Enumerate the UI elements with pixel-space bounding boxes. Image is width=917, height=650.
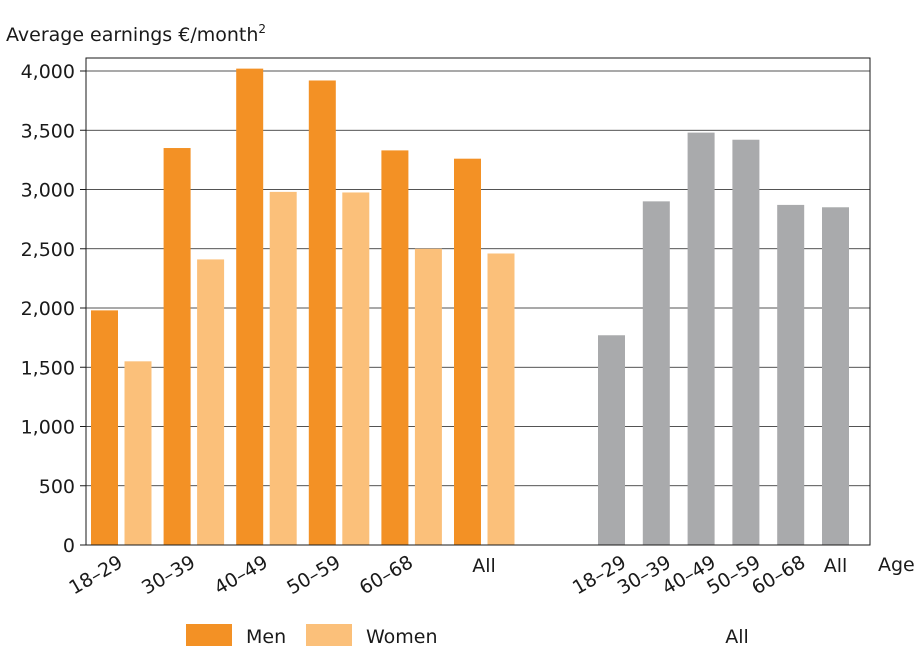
x-tick-labels: 18–29 30–39 40–49 50–59 60–68 All 18–2930–3940…: [65, 551, 847, 599]
y-tick-label: 4,000: [21, 61, 75, 83]
bar-men-0: [91, 310, 118, 545]
x-tick-label: 30–39: [138, 551, 199, 599]
x-tick-label: All: [472, 555, 496, 577]
x-axis-label: Age: [878, 554, 915, 576]
bars: [91, 68, 849, 546]
y-axis-label: Average earnings €/month2: [6, 22, 266, 46]
bar-men-3: [308, 80, 336, 545]
y-tick-label: 2,000: [21, 298, 75, 320]
x-tick-label: All: [824, 555, 848, 577]
y-tick-label: 500: [39, 476, 75, 498]
x-tick-label: 60–68: [356, 551, 417, 599]
bar-women-2: [269, 191, 297, 545]
y-tick-label: 3,500: [21, 120, 75, 142]
legend: Men Women All: [186, 624, 749, 648]
bar-women-3: [342, 192, 370, 545]
bar-all-5: [822, 207, 849, 545]
x-tick-label: 18–29: [65, 551, 126, 599]
bar-men-2: [236, 68, 264, 545]
x-tick-label: 50–59: [283, 551, 344, 599]
bar-women-1: [197, 259, 225, 545]
y-tick-label: 1,000: [21, 417, 75, 439]
legend-label-women: Women: [366, 626, 438, 648]
bar-all-1: [642, 201, 670, 545]
y-tick-label: 2,500: [21, 239, 75, 261]
bar-women-0: [124, 361, 152, 545]
y-axis-label-superscript: 2: [258, 22, 266, 36]
plot-frame: [85, 57, 871, 546]
bar-all-2: [687, 132, 715, 545]
bar-all-3: [732, 139, 760, 546]
bar-men-1: [163, 148, 191, 545]
legend-swatch-men: [186, 624, 232, 646]
bar-women-5: [487, 253, 515, 546]
x-tick-label: 40–49: [211, 551, 272, 599]
bar-women-4: [414, 248, 442, 545]
y-tick-label: 0: [63, 535, 75, 557]
y-tick-labels: 0 500 1,000 1,500 2,000 2,500 3,000 3,500 4,000: [21, 61, 75, 557]
legend-swatch-women: [306, 624, 352, 646]
bar-all-4: [777, 204, 805, 545]
group-label-all: All: [725, 626, 749, 648]
bar-all-0: [598, 335, 625, 545]
y-tick-label: 1,500: [21, 357, 75, 379]
bar-men-5: [454, 158, 481, 545]
bar-men-4: [381, 150, 409, 545]
y-tick-label: 3,000: [21, 180, 75, 202]
legend-label-men: Men: [246, 626, 286, 648]
